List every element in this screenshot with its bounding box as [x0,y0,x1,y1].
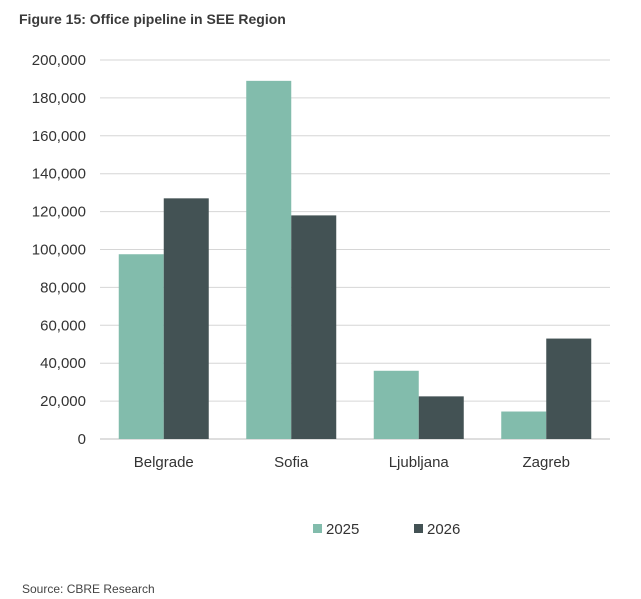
bar-belgrade-2025 [118,254,164,439]
y-tick-label: 60,000 [40,317,86,334]
bar-zagreb-2025 [501,411,547,439]
bar-zagreb-2026 [546,338,592,439]
legend-label-2025: 2025 [326,521,359,538]
bars [118,80,592,439]
chart-title: Figure 15: Office pipeline in SEE Region [19,11,286,27]
y-tick-label: 20,000 [40,393,86,410]
y-tick-label: 140,000 [32,166,86,183]
y-tick-label: 120,000 [32,204,86,221]
gridlines [100,59,610,440]
y-tick-label: 200,000 [32,52,86,69]
x-category-label: Sofia [274,454,309,471]
x-category-label: Ljubljana [389,454,450,471]
y-tick-label: 40,000 [40,355,86,372]
y-axis-tick-labels: 0 20,000 40,000 60,000 80,000 100,000 120,000 1… [32,52,86,448]
bar-ljubljana-2025 [373,370,419,439]
bar-sofia-2025 [246,80,292,439]
y-tick-label: 0 [78,431,86,448]
y-tick-label: 180,000 [32,90,86,107]
x-axis-category-labels: Belgrade Sofia Ljubljana Zagreb [134,454,570,471]
y-tick-label: 80,000 [40,279,86,296]
source-note: Source: CBRE Research [22,582,155,596]
legend-label-2026: 2026 [427,521,460,538]
x-category-label: Belgrade [134,454,194,471]
bar-sofia-2026 [291,215,337,439]
legend-swatch-2026 [414,524,423,533]
legend-swatch-2025 [313,524,322,533]
y-tick-label: 160,000 [32,128,86,145]
y-tick-label: 100,000 [32,242,86,259]
legend: 2025 2026 [313,521,460,538]
x-category-label: Zagreb [522,454,570,471]
bar-belgrade-2026 [163,198,209,439]
bar-ljubljana-2026 [418,396,464,439]
